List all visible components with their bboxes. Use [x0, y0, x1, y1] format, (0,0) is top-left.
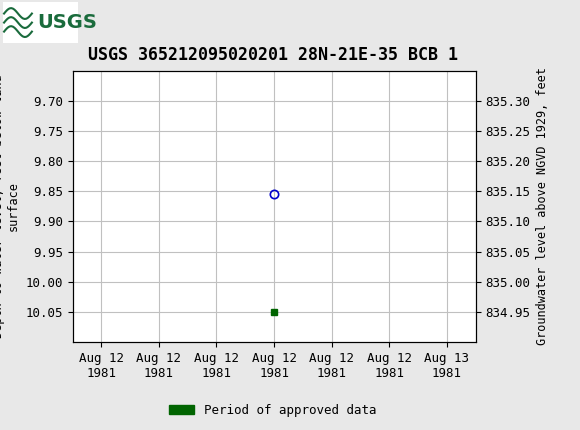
- Legend: Period of approved data: Period of approved data: [164, 399, 382, 421]
- Y-axis label: Depth to water level, feet below land
surface: Depth to water level, feet below land su…: [0, 74, 20, 338]
- Y-axis label: Groundwater level above NGVD 1929, feet: Groundwater level above NGVD 1929, feet: [536, 68, 549, 345]
- Text: USGS 365212095020201 28N-21E-35 BCB 1: USGS 365212095020201 28N-21E-35 BCB 1: [88, 46, 458, 64]
- Text: USGS: USGS: [38, 13, 97, 32]
- Bar: [3, 2, 78, 43]
